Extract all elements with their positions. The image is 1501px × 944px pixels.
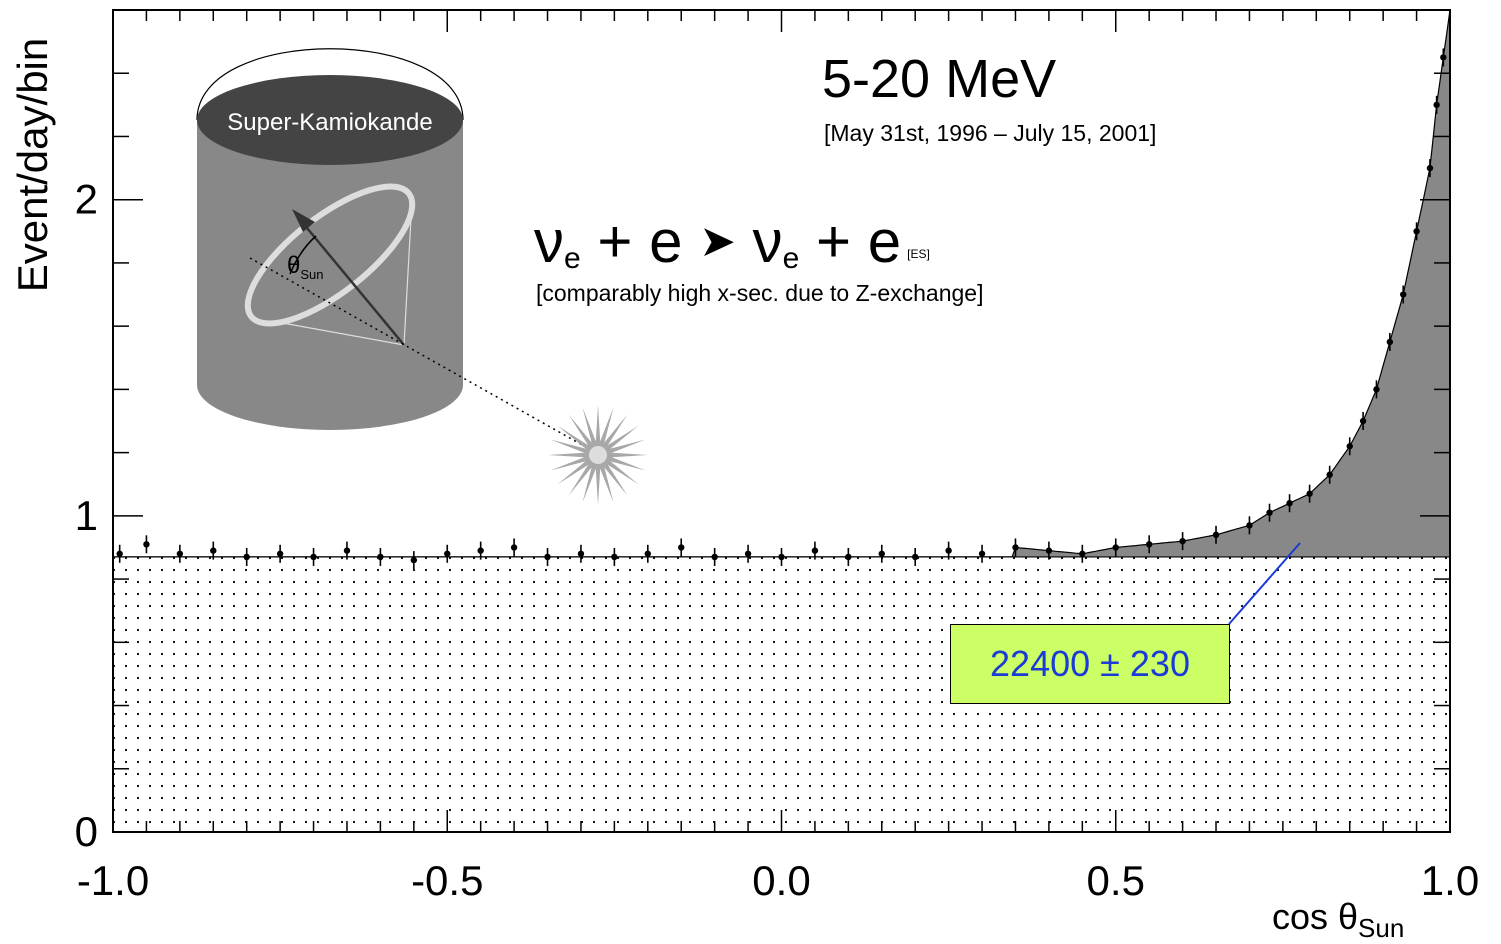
data-point [778,553,785,561]
chart-title: 5-20 MeV [822,49,1057,109]
x-axis-label: cos θSun [1272,896,1404,944]
x-axis-label-sub: Sun [1358,913,1405,944]
data-point [978,550,986,557]
data-point [611,553,618,561]
data-point [510,544,518,551]
data-point [243,553,250,561]
y-tick-label: 0 [75,808,98,855]
y-tick-label: 2 [75,176,98,223]
data-point [878,550,885,557]
data-points [116,48,1447,570]
data-point [1433,101,1440,109]
x-tick-label: 0.0 [752,857,810,904]
data-point [644,550,651,557]
data-point [1426,164,1434,172]
detector-illustration: Super-Kamiokande θSun [196,48,648,505]
axes: -1.0 -0.5 0.0 0.5 1.0 0 1 2 [75,9,1479,904]
x-tick-label: 0.5 [1087,857,1145,904]
data-point [1212,531,1220,539]
data-point [116,550,123,557]
data-point [1045,547,1053,554]
data-point [1326,471,1333,478]
data-point [143,541,150,548]
count-pointer [1228,542,1301,625]
data-point [1386,338,1394,346]
data-point [1246,522,1253,529]
neutrino-flavor-out: e [782,242,800,275]
reaction-arrow-icon: ➤ [699,217,736,266]
data-point [310,553,317,561]
detector-label: Super-Kamiokande [227,109,432,136]
signal-region [113,10,1450,557]
sun-core [589,446,607,464]
data-point [912,553,919,561]
plus-sign: + [597,208,633,275]
data-point [744,550,752,557]
neutrino-symbol: ν [534,208,564,275]
data-point [444,550,451,557]
signal-count: 22400 ± 230 [990,643,1190,684]
data-point [1440,54,1447,61]
data-point [1079,550,1086,557]
data-point [1413,228,1420,235]
data-point [1373,386,1380,393]
angle-arc [289,235,317,275]
detector-cylinder [197,120,463,430]
data-point [945,547,952,554]
data-point [811,547,819,554]
background-hatch [113,556,1450,832]
neutrino-symbol-out: ν [752,208,783,275]
y-tick-label: 1 [75,492,98,539]
data-point [678,544,685,551]
cone-edge [276,321,405,346]
data-point [577,550,585,557]
data-point [1012,544,1019,551]
x-tick-label: -1.0 [77,857,149,904]
data-point [377,553,384,561]
y-axis-label: Event/day/bin [9,37,56,293]
data-point [1359,417,1367,425]
signal-fill [113,10,1450,557]
direction-arrow-icon [292,209,315,232]
data-point [1145,541,1153,548]
data-point [1112,544,1119,551]
angle-label: θSun [287,252,324,282]
plus-sign-out: + [816,208,852,275]
data-point [1400,291,1407,298]
data-point [276,550,284,557]
data-point [1266,509,1273,516]
electron-symbol: e [649,208,683,275]
data-point [477,547,484,554]
data-point [210,547,217,554]
signal-count-box: 22400 ± 230 [950,624,1230,704]
neutrino-flavor: e [564,242,581,275]
reaction-equation: νe + e ➤ νe + e [ES] [534,212,930,274]
data-point [845,553,852,561]
detector-top [197,75,463,165]
data-point [410,556,418,564]
reaction-tag: [ES] [907,247,930,261]
chart-subtitle: [May 31st, 1996 – July 15, 2001] [824,120,1157,146]
x-tick-label: -0.5 [411,857,483,904]
data-point [1306,490,1313,497]
data-point [1179,537,1186,545]
data-point [711,553,718,561]
track-line [301,221,405,346]
data-point [176,550,184,557]
background-region [113,556,1450,832]
x-tick-label: 1.0 [1421,857,1479,904]
sun-direction-line [249,257,601,456]
data-point [1346,443,1353,450]
x-axis-label-main: cos θ [1272,896,1359,937]
detector-dome [196,48,464,121]
data-point [544,553,551,561]
data-point [1286,500,1293,507]
sun-icon [548,405,648,505]
cone-edge [403,199,413,346]
reaction-note: [comparably high x-sec. due to Z-exchang… [536,280,984,306]
data-point [343,547,351,554]
electron-symbol-out: e [867,208,902,275]
